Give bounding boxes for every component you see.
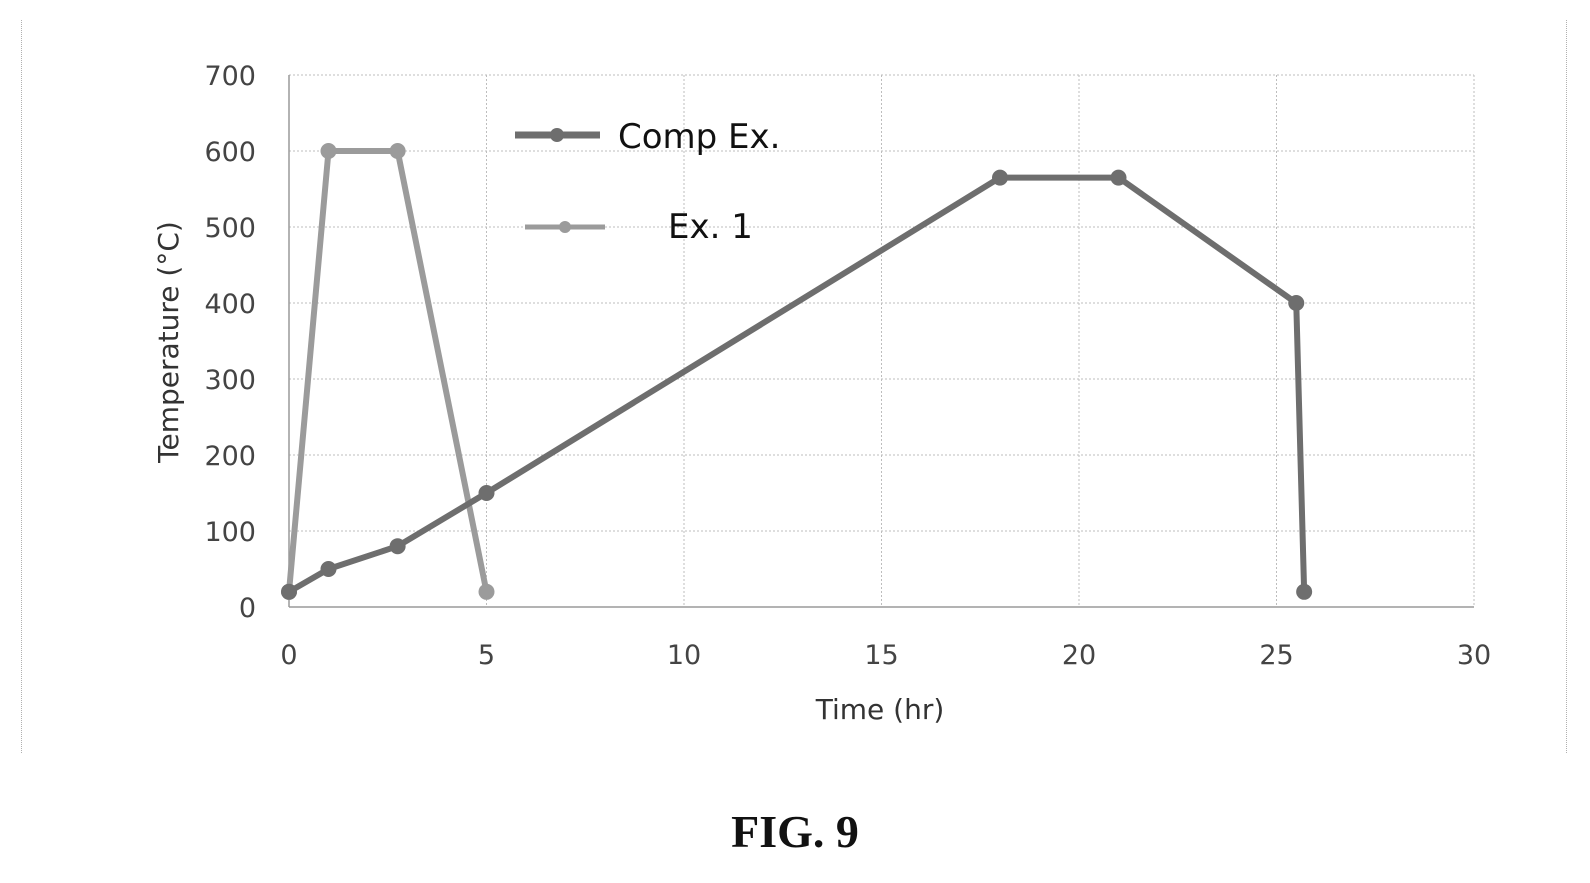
x-tick-label: 5: [478, 640, 495, 671]
x-tick-label: 30: [1457, 640, 1491, 671]
data-point-comp-ex: [320, 561, 337, 577]
legend-marker-ex-1: [559, 221, 571, 233]
data-point-comp-ex: [478, 485, 495, 501]
data-point-comp-ex: [1110, 169, 1127, 186]
y-tick-label: 600: [204, 137, 256, 168]
legend-marker-comp-ex: [550, 128, 564, 142]
data-point-comp-ex: [1296, 583, 1313, 600]
chart-frame: [21, 20, 1567, 753]
data-point-comp-ex: [992, 169, 1008, 186]
data-point-ex-1: [389, 143, 406, 159]
y-tick-label: 500: [204, 213, 256, 244]
x-tick-label: 20: [1062, 640, 1096, 671]
legend: Comp Ex. Ex. 1: [515, 117, 780, 247]
y-tick-label: 200: [204, 441, 256, 472]
data-point-comp-ex: [1288, 295, 1305, 311]
x-tick-label: 10: [667, 640, 701, 671]
x-axis-label: Time (hr): [815, 693, 945, 726]
legend-label-ex-1: Ex. 1: [668, 207, 753, 247]
y-tick-label: 0: [239, 593, 256, 624]
data-point-ex-1: [478, 583, 495, 600]
y-axis-label: Temperature (°C): [152, 221, 185, 464]
x-tick-label: 25: [1259, 640, 1293, 671]
y-tick-label: 700: [204, 61, 256, 92]
series-comp-ex: [281, 169, 1313, 600]
grid: [289, 74, 1475, 607]
x-tick-label: 0: [280, 640, 297, 671]
series-line-comp-ex: [287, 174, 1308, 595]
series-layer: [281, 143, 1313, 600]
y-tick-label: 100: [204, 517, 256, 548]
y-tick-label: 400: [204, 289, 256, 320]
data-point-comp-ex: [389, 538, 406, 555]
legend-label-comp-ex: Comp Ex.: [618, 117, 780, 157]
y-tick-label: 300: [204, 365, 256, 396]
series-line-ex-1: [286, 148, 490, 593]
data-point-comp-ex: [281, 583, 297, 600]
data-point-ex-1: [320, 143, 337, 159]
x-tick-label: 15: [864, 640, 898, 671]
figure-caption: FIG. 9: [731, 806, 859, 857]
